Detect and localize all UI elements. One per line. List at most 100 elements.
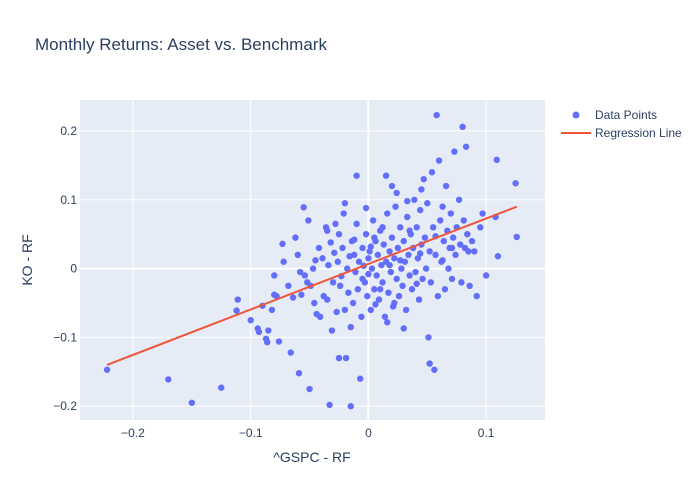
data-point[interactable]: [371, 234, 378, 241]
data-point[interactable]: [393, 275, 400, 283]
data-point[interactable]: [336, 282, 344, 290]
data-point[interactable]: [351, 251, 358, 259]
data-point[interactable]: [384, 210, 391, 217]
data-point[interactable]: [344, 265, 351, 272]
data-point[interactable]: [471, 248, 478, 255]
data-point[interactable]: [400, 237, 407, 245]
data-point[interactable]: [466, 282, 473, 290]
data-point[interactable]: [465, 248, 472, 255]
data-point[interactable]: [379, 224, 386, 231]
data-point[interactable]: [459, 123, 466, 131]
data-point[interactable]: [399, 282, 406, 290]
data-point[interactable]: [411, 196, 418, 203]
data-point[interactable]: [400, 325, 407, 332]
data-point[interactable]: [458, 279, 465, 286]
data-point[interactable]: [418, 186, 425, 193]
data-point[interactable]: [329, 279, 337, 286]
data-point[interactable]: [388, 234, 396, 241]
data-point[interactable]: [412, 268, 419, 276]
data-point[interactable]: [315, 244, 323, 252]
data-point[interactable]: [380, 241, 387, 248]
data-point[interactable]: [447, 210, 455, 217]
data-point[interactable]: [464, 230, 471, 238]
data-point[interactable]: [479, 210, 486, 217]
data-point[interactable]: [289, 294, 297, 301]
data-point[interactable]: [333, 308, 340, 316]
data-point[interactable]: [371, 286, 378, 293]
data-point[interactable]: [494, 253, 502, 260]
data-point[interactable]: [305, 217, 312, 224]
data-point[interactable]: [359, 244, 366, 252]
data-point[interactable]: [417, 206, 424, 214]
data-point[interactable]: [420, 175, 427, 183]
data-point[interactable]: [311, 299, 318, 307]
data-point[interactable]: [340, 210, 347, 217]
data-point[interactable]: [439, 203, 446, 210]
data-point[interactable]: [165, 376, 172, 383]
data-point[interactable]: [255, 328, 263, 336]
data-point[interactable]: [273, 292, 280, 300]
data-point[interactable]: [388, 182, 396, 190]
data-point[interactable]: [405, 251, 412, 259]
data-point[interactable]: [353, 172, 360, 179]
data-point[interactable]: [434, 292, 442, 300]
data-point[interactable]: [349, 299, 357, 307]
data-point[interactable]: [451, 148, 458, 155]
data-point[interactable]: [422, 265, 430, 272]
data-point[interactable]: [414, 255, 422, 262]
data-point[interactable]: [394, 244, 402, 252]
data-point[interactable]: [233, 307, 240, 314]
data-point[interactable]: [345, 289, 352, 296]
data-point[interactable]: [271, 272, 278, 279]
data-point[interactable]: [378, 261, 385, 269]
data-point[interactable]: [366, 248, 373, 255]
data-point[interactable]: [324, 296, 331, 303]
data-point[interactable]: [331, 249, 338, 256]
data-point[interactable]: [218, 384, 225, 391]
data-point[interactable]: [347, 403, 354, 410]
data-point[interactable]: [404, 197, 411, 205]
data-point[interactable]: [385, 289, 392, 296]
data-point[interactable]: [425, 334, 432, 341]
data-point[interactable]: [367, 243, 374, 250]
data-point[interactable]: [263, 339, 271, 346]
data-point[interactable]: [375, 296, 383, 303]
data-point[interactable]: [397, 257, 404, 264]
data-point[interactable]: [376, 286, 384, 293]
data-point[interactable]: [415, 296, 423, 303]
data-point[interactable]: [351, 236, 358, 243]
data-point[interactable]: [362, 204, 370, 212]
data-point[interactable]: [477, 224, 484, 231]
data-point[interactable]: [408, 286, 416, 293]
data-point[interactable]: [280, 258, 287, 265]
data-point[interactable]: [339, 244, 346, 252]
data-point[interactable]: [437, 217, 444, 224]
data-point[interactable]: [325, 261, 332, 269]
data-point[interactable]: [373, 272, 380, 279]
data-point[interactable]: [392, 203, 399, 210]
data-point[interactable]: [406, 272, 413, 279]
data-point[interactable]: [393, 189, 400, 197]
data-point[interactable]: [460, 217, 467, 224]
legend-item-data-points[interactable]: Data Points: [572, 108, 658, 122]
data-point[interactable]: [513, 233, 520, 241]
data-point[interactable]: [275, 338, 283, 345]
data-point[interactable]: [369, 217, 377, 224]
data-point[interactable]: [404, 213, 411, 221]
data-point[interactable]: [457, 241, 464, 248]
data-point[interactable]: [432, 251, 439, 259]
data-point[interactable]: [332, 220, 339, 228]
data-point[interactable]: [482, 272, 490, 279]
data-point[interactable]: [247, 317, 254, 324]
data-point[interactable]: [384, 319, 391, 326]
data-point[interactable]: [268, 306, 276, 314]
data-point[interactable]: [391, 255, 398, 262]
data-point[interactable]: [335, 354, 343, 362]
data-point[interactable]: [512, 180, 519, 187]
data-point[interactable]: [359, 275, 366, 283]
data-point[interactable]: [493, 156, 500, 164]
data-point[interactable]: [429, 224, 437, 231]
data-point[interactable]: [103, 366, 111, 373]
data-point[interactable]: [327, 239, 334, 246]
data-point[interactable]: [312, 257, 319, 264]
